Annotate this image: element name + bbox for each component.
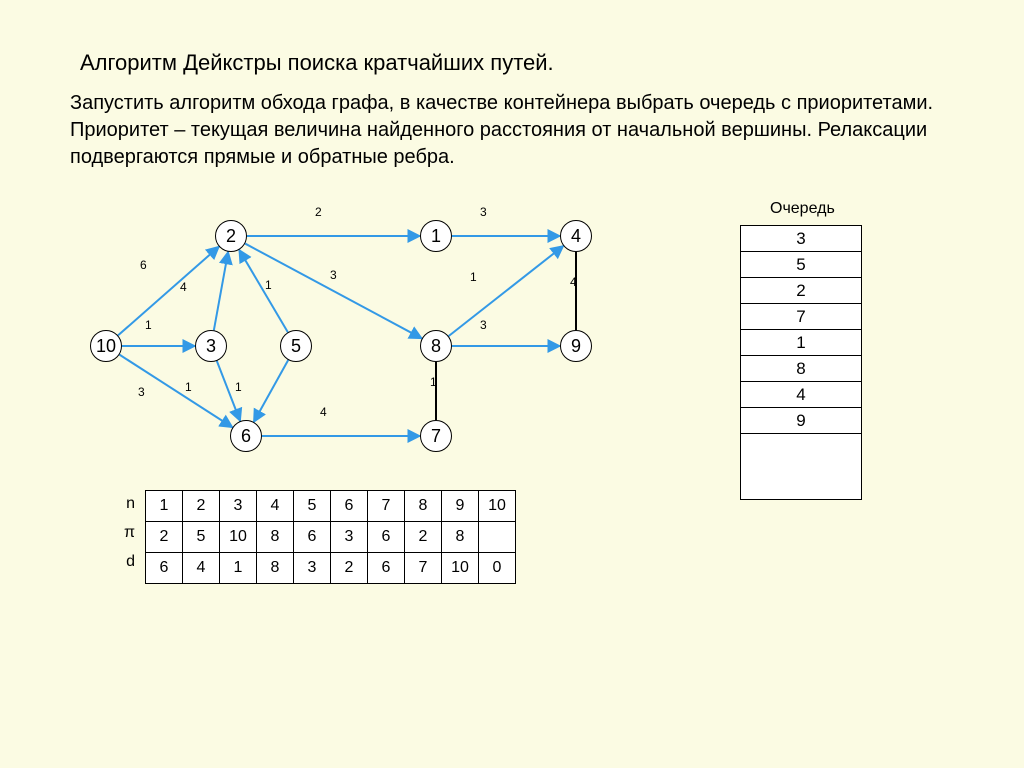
queue-cell: 2 (741, 278, 861, 304)
edge-weight: 2 (315, 205, 322, 219)
table-cell: 1 (146, 491, 183, 522)
queue-table: 35271849 (740, 225, 862, 500)
table-cell: 10 (479, 491, 516, 522)
body-paragraph: Запустить алгоритм обхода графа, в качес… (70, 90, 950, 171)
table-cell (479, 522, 516, 553)
graph-node: 9 (560, 330, 592, 362)
graph-node: 5 (280, 330, 312, 362)
queue-cell: 7 (741, 304, 861, 330)
table-cell: 5 (183, 522, 220, 553)
table-cell: 7 (405, 553, 442, 584)
table-cell: 8 (405, 491, 442, 522)
edge-weight: 1 (265, 278, 272, 292)
table-row: 12345678910 (146, 491, 516, 522)
queue-title: Очередь (770, 200, 835, 218)
table-row-label: d (115, 553, 135, 571)
edge-weight: 3 (330, 268, 337, 282)
table-cell: 6 (146, 553, 183, 584)
edge-weight: 4 (570, 275, 577, 289)
table-cell: 4 (257, 491, 294, 522)
edge-weight: 1 (185, 380, 192, 394)
graph-edge (118, 247, 219, 336)
graph-edge (449, 246, 564, 336)
edge-weight: 3 (480, 318, 487, 332)
queue-cell: 5 (741, 252, 861, 278)
table-cell: 2 (405, 522, 442, 553)
table-cell: 8 (257, 553, 294, 584)
graph-node: 3 (195, 330, 227, 362)
table-cell: 5 (294, 491, 331, 522)
distance-table-wrap: nπd 12345678910251086362864183267100 (115, 490, 516, 584)
graph-edge (214, 252, 228, 331)
table-row-label: n (115, 495, 135, 513)
edge-weight: 1 (145, 318, 152, 332)
table-cell: 4 (183, 553, 220, 584)
graph-node: 10 (90, 330, 122, 362)
table-cell: 8 (257, 522, 294, 553)
slide: Алгоритм Дейкстры поиска кратчайших путе… (0, 0, 1024, 768)
edge-weight: 3 (480, 205, 487, 219)
graph-node: 7 (420, 420, 452, 452)
table-cell: 3 (220, 491, 257, 522)
page-title: Алгоритм Дейкстры поиска кратчайших путе… (80, 50, 554, 76)
table-row: 64183267100 (146, 553, 516, 584)
table-cell: 8 (442, 522, 479, 553)
queue-empty-space (741, 434, 861, 499)
table-cell: 0 (479, 553, 516, 584)
table-cell: 9 (442, 491, 479, 522)
table-cell: 1 (220, 553, 257, 584)
graph-node: 2 (215, 220, 247, 252)
graph-edge (254, 360, 288, 422)
graph-node: 8 (420, 330, 452, 362)
table-cell: 2 (183, 491, 220, 522)
table-cell: 6 (368, 553, 405, 584)
table-cell: 3 (331, 522, 368, 553)
queue-cell: 4 (741, 382, 861, 408)
queue-cell: 3 (741, 226, 861, 252)
table-cell: 6 (331, 491, 368, 522)
graph-edges-svg (80, 180, 640, 460)
table-cell: 6 (368, 522, 405, 553)
graph-edge (119, 355, 232, 428)
table-row-label: π (115, 524, 135, 542)
distance-table: 12345678910251086362864183267100 (145, 490, 516, 584)
graph-node: 4 (560, 220, 592, 252)
edge-weight: 3 (138, 385, 145, 399)
queue-cell: 9 (741, 408, 861, 434)
queue-cell: 8 (741, 356, 861, 382)
edge-weight: 1 (470, 270, 477, 284)
queue-cell: 1 (741, 330, 861, 356)
graph-node: 1 (420, 220, 452, 252)
table-cell: 3 (294, 553, 331, 584)
edge-weight: 1 (235, 380, 242, 394)
table-cell: 2 (146, 522, 183, 553)
edge-weight: 1 (430, 375, 437, 389)
edge-weight: 4 (320, 405, 327, 419)
table-row: 2510863628 (146, 522, 516, 553)
table-cell: 10 (442, 553, 479, 584)
table-cell: 2 (331, 553, 368, 584)
graph-diagram: 6 1 3 4 1 1 1 2 3 3 1 3 4 1 4 1 2 3 4 5 6 7 8 9 10 (80, 180, 640, 460)
graph-node: 6 (230, 420, 262, 452)
table-cell: 6 (294, 522, 331, 553)
edge-weight: 6 (140, 258, 147, 272)
table-cell: 7 (368, 491, 405, 522)
edge-weight: 4 (180, 280, 187, 294)
table-cell: 10 (220, 522, 257, 553)
